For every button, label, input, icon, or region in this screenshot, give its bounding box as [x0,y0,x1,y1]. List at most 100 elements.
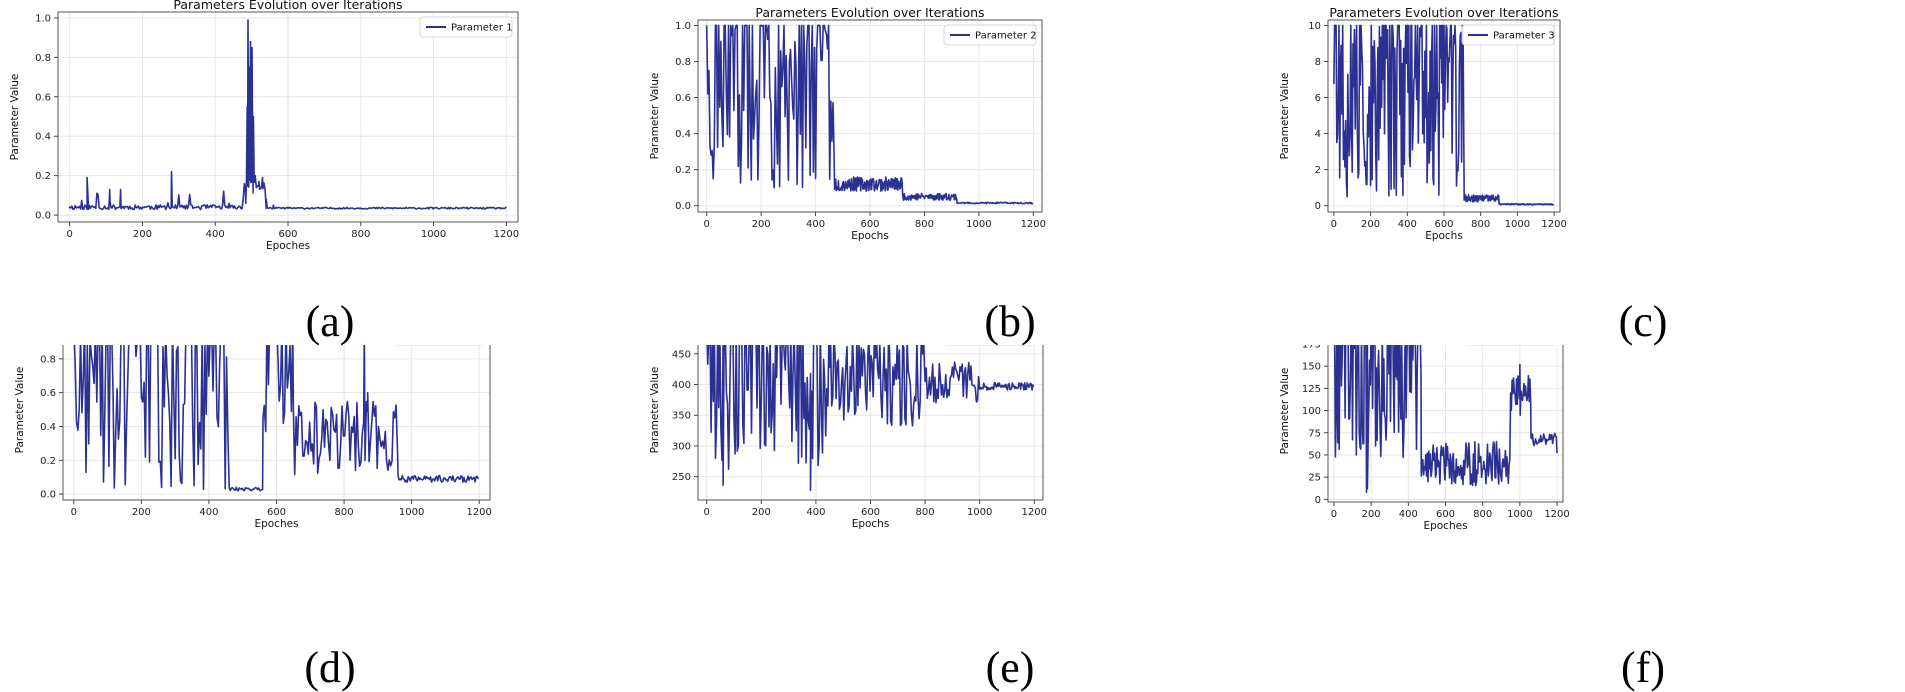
x-tick-label: 800 [915,219,934,230]
legend-box [943,24,1037,46]
x-axis-label: Epoches [254,518,298,530]
x-tick-label: 1000 [1507,509,1532,520]
y-tick-label: 125 [1302,384,1321,395]
series-line [705,327,1035,491]
y-tick-label: 25 [1308,473,1321,484]
series-line [73,324,479,492]
series-line [1333,323,1558,493]
x-tick-label: 1200 [1021,219,1046,230]
chart-e: Parameters Evolution over Iterations0200… [649,305,1047,530]
y-tick-label: 8 [1315,57,1321,68]
x-tick-label: 800 [1471,219,1490,230]
figure-label-f: (f) [1621,643,1665,692]
x-tick-label: 400 [1398,219,1417,230]
panel-d: Parameters Evolution over Iterations0200… [0,305,640,635]
y-tick-label: 350 [672,411,691,422]
y-tick-label: 0.6 [35,92,51,103]
x-tick-label: 600 [861,507,880,518]
y-tick-label: 100 [1302,406,1321,417]
y-tick-label: 0.2 [40,456,56,467]
chart-f: Parameters Evolution over Iterations0200… [1279,305,1570,532]
y-tick-label: 0.0 [40,490,56,501]
y-tick-label: 2 [1315,165,1321,176]
y-tick-label: 0.0 [35,211,51,222]
y-tick-label: 1.0 [35,13,51,24]
legend-label: Parameter 2 [975,31,1037,42]
x-tick-label: 400 [806,507,825,518]
y-tick-label: 10 [1308,21,1321,32]
x-tick-label: 1000 [421,229,446,240]
y-tick-label: 450 [672,349,691,360]
x-axis-label: Epochs [1425,230,1463,242]
y-tick-label: 175 [1302,345,1321,350]
x-tick-label: 200 [1362,509,1381,520]
x-tick-label: 200 [1361,219,1380,230]
x-tick-label: 1000 [399,507,424,518]
y-tick-label: 150 [1302,362,1321,373]
legend-box [419,16,513,38]
y-tick-label: 0.2 [35,171,51,182]
x-tick-label: 0 [704,219,710,230]
y-axis-label: Parameter Value [649,367,661,454]
x-tick-label: 200 [752,219,771,230]
y-tick-label: 300 [672,441,691,452]
x-tick-label: 600 [1434,219,1453,230]
x-tick-label: 0 [1331,219,1337,230]
x-tick-label: 200 [133,229,152,240]
x-tick-label: 600 [267,507,286,518]
x-tick-label: 600 [1436,509,1455,520]
y-tick-label: 0.8 [40,354,56,365]
series-line [68,19,507,211]
x-axis-label: Epochs [851,230,889,242]
chart-title: Parameters Evolution over Iterations [755,5,984,20]
y-tick-label: 0.8 [35,53,51,64]
series-line [1333,24,1555,206]
y-tick-label: 0.4 [35,132,51,143]
y-axis-label: Parameter Value [649,73,661,160]
y-axis-label: Parameter Value [9,74,21,161]
legend-label: Parameter 3 [1493,31,1555,42]
chart-d: Parameters Evolution over Iterations0200… [14,305,492,530]
figure-label-b: (b) [984,297,1036,346]
legend-label: Parameter 1 [451,23,513,34]
x-tick-label: 400 [199,507,218,518]
y-tick-label: 0.8 [675,57,691,68]
x-tick-label: 400 [806,219,825,230]
x-tick-label: 0 [704,507,710,518]
legend-box [1461,24,1555,46]
y-tick-label: 4 [1315,129,1321,140]
x-tick-label: 400 [206,229,225,240]
panel-b: Parameters Evolution over Iterations 0 200… [640,0,1270,252]
y-axis-label: Parameter Value [14,367,26,454]
y-tick-label: 0.0 [675,201,691,212]
chart-title: Parameters Evolution over Iterations [1329,5,1558,20]
y-tick-label: 1.0 [675,21,691,32]
x-tick-label: 0 [66,229,72,240]
x-tick-label: 1200 [466,507,491,518]
y-tick-label: 75 [1308,428,1321,439]
figure-label-d: (d) [304,643,356,692]
x-tick-label: 800 [335,507,354,518]
x-tick-label: 1000 [1505,219,1530,230]
chart-b: Parameters Evolution over Iterations 0 200… [649,5,1046,242]
x-tick-label: 200 [132,507,151,518]
y-tick-label: 0.2 [675,165,691,176]
x-tick-label: 800 [1473,509,1492,520]
panel-f: Parameters Evolution over Iterations0200… [1270,305,1905,635]
x-tick-label: 0 [1331,509,1337,520]
y-axis-label: Parameter Value [1279,73,1291,160]
x-tick-label: 1200 [1544,509,1569,520]
panel-e: Parameters Evolution over Iterations0200… [640,305,1270,635]
y-tick-label: 0.4 [40,422,56,433]
y-tick-label: 6 [1315,93,1321,104]
x-tick-label: 400 [1399,509,1418,520]
figure-label-e: (e) [985,643,1035,692]
x-tick-label: 1200 [1022,507,1047,518]
x-axis-label: Epochs [852,518,890,530]
x-tick-label: 1200 [494,229,519,240]
x-tick-label: 0 [71,507,77,518]
chart-title: Parameters Evolution over Iterations [173,0,402,12]
x-tick-label: 1000 [966,219,991,230]
y-tick-label: 0.6 [40,388,56,399]
x-tick-label: 600 [278,229,297,240]
